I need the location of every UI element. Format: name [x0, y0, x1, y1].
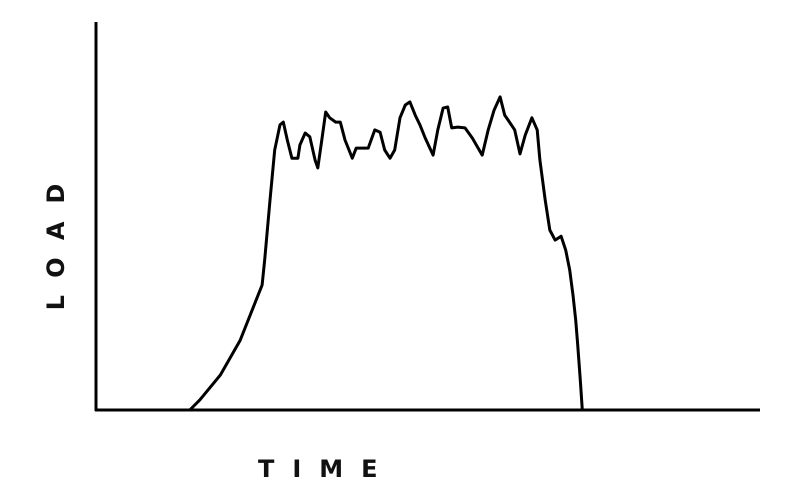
x-axis-label: TIME	[258, 455, 396, 483]
y-axis-label: LOAD	[42, 166, 70, 311]
load-curve	[97, 95, 760, 412]
